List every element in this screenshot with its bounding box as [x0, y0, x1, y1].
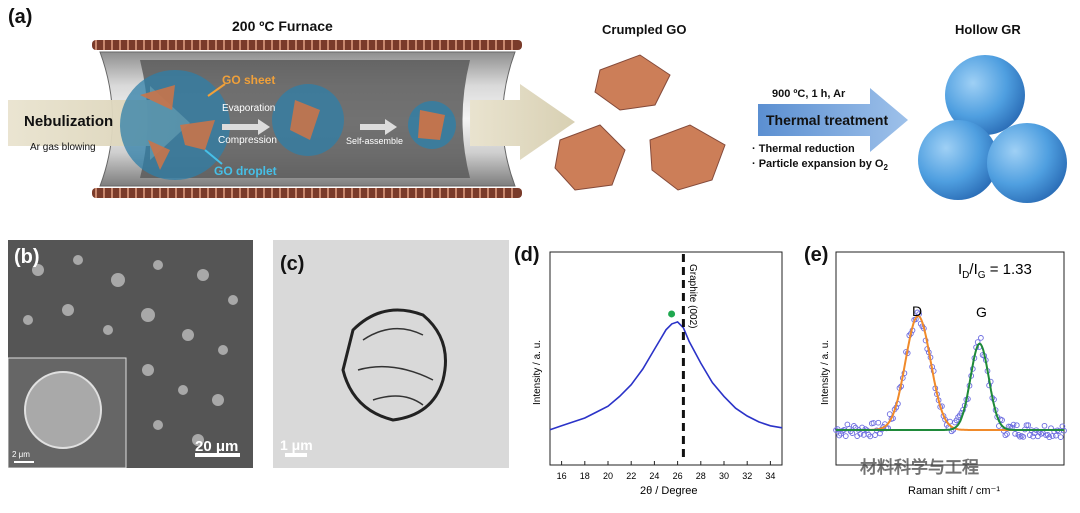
xrd-x-tick-label: 16	[557, 471, 567, 481]
raman-data-point	[875, 419, 882, 426]
xrd-x-tick-label: 24	[649, 471, 659, 481]
xrd-peak-label: Graphite (002)	[687, 264, 698, 328]
xrd-x-tick-label: 26	[673, 471, 683, 481]
raman-data-point	[914, 309, 921, 316]
panel-e-label: (e)	[804, 244, 829, 266]
panel-d-label: (d)	[514, 244, 540, 266]
raman-data-point	[1002, 432, 1009, 439]
ratio-sub-d: D	[962, 270, 969, 281]
raman-data-point	[842, 433, 849, 439]
xrd-y-axis-label: Intensity / a. u.	[532, 340, 543, 405]
raman-data-point	[857, 430, 864, 437]
raman-fit-g-curve	[836, 342, 1064, 431]
sem-scale-bar-main	[195, 453, 240, 457]
raman-data-point	[1025, 422, 1032, 428]
raman-data-point	[1023, 422, 1030, 429]
raman-data-point	[836, 432, 843, 439]
ratio-value: = 1.33	[986, 261, 1032, 278]
raman-data-point	[1041, 422, 1048, 429]
ratio-mid: /I	[969, 261, 977, 278]
process-arrow-beige	[470, 84, 575, 160]
raman-data-points	[833, 309, 1067, 441]
raman-data-point	[1053, 432, 1059, 439]
o2-subscript: 2	[883, 163, 888, 173]
xrd-plot-frame	[549, 251, 783, 466]
raman-chart: D G ID/IG = 1.33 Intensity / a. u. Raman…	[820, 251, 1067, 497]
xrd-x-tick-label: 30	[719, 471, 729, 481]
raman-data-point	[978, 335, 984, 341]
thermal-arrow	[758, 88, 908, 152]
sem-scale-main: 20 μm	[195, 438, 239, 455]
raman-peak-d-label: D	[912, 303, 922, 319]
raman-y-axis-label: Intensity / a. u.	[820, 340, 831, 405]
ratio-sub-g: G	[978, 270, 986, 281]
sem-texture	[8, 240, 253, 468]
panel-b-label: (b)	[14, 246, 40, 268]
raman-data-point	[1013, 422, 1020, 429]
raman-data-point	[851, 423, 857, 429]
xrd-x-tick-label: 20	[603, 471, 613, 481]
xrd-x-tick-label: 18	[580, 471, 590, 481]
xrd-x-tick-label: 22	[626, 471, 636, 481]
sem-scale-inset: 2 μm	[12, 450, 30, 459]
raman-data-point	[886, 411, 893, 417]
conditions-label: 900 ºC, 1 h, Ar	[772, 88, 846, 100]
raman-data-point	[1004, 431, 1010, 437]
hollow-gr-spheres	[918, 55, 1067, 203]
xrd-chart: 16 18 20 22 24 26 28 30 32 34 Graphite (002) Inte…	[532, 251, 783, 497]
go-droplet-label: GO droplet	[214, 164, 277, 178]
schematic-graphics	[8, 40, 1067, 203]
tem-image	[273, 240, 509, 468]
self-assemble-label: Self-assemble	[346, 136, 404, 146]
raman-data-point	[1026, 432, 1033, 438]
watermark: 材料科学与工程	[860, 458, 979, 477]
thermal-reduction-note: · Thermal reduction	[752, 143, 855, 155]
xrd-x-axis-label: 2θ / Degree	[640, 485, 697, 497]
evaporation-label: Evaporation	[222, 103, 276, 114]
tem-texture	[273, 240, 509, 468]
particle-expansion-text: · Particle expansion by O	[752, 158, 884, 170]
compression-label: Compression	[218, 135, 277, 146]
tem-scale-bar	[285, 453, 307, 457]
raman-data-point	[847, 428, 854, 435]
xrd-series-line	[549, 320, 783, 431]
raman-data-point	[953, 417, 960, 424]
tem-scale-label: 1 μm	[280, 437, 313, 453]
raman-x-axis-label: Raman shift / cm⁻¹	[908, 485, 1000, 497]
raman-ratio: ID/IG = 1.33	[958, 261, 1032, 281]
furnace-coils-bottom	[92, 188, 522, 198]
raman-data-point	[1057, 434, 1064, 440]
raman-data-point	[865, 431, 872, 438]
raman-data-point	[1020, 434, 1027, 440]
xrd-x-tick-label: 28	[696, 471, 706, 481]
thermal-treatment-label: Thermal treatment	[766, 112, 889, 128]
particle-expansion-note: · Particle expansion by O2	[752, 158, 888, 172]
hollow-gr-title: Hollow GR	[955, 22, 1021, 37]
panel-a-label: (a)	[8, 6, 33, 28]
furnace-coils-top	[92, 40, 522, 50]
xrd-x-tick-label: 34	[765, 471, 775, 481]
raman-peak-g-label: G	[976, 304, 987, 320]
xrd-x-ticks: 16 18 20 22 24 26 28 30 32 34	[557, 461, 775, 481]
raman-plot-frame	[835, 251, 1065, 466]
sem-scale-bar-inset	[14, 461, 34, 463]
nebulization-label: Nebulization	[24, 113, 114, 130]
raman-data-point	[1010, 421, 1017, 428]
raman-data-point	[1046, 434, 1053, 441]
panel-c-label: (c)	[280, 253, 305, 275]
raman-data-point	[872, 432, 878, 438]
ar-gas-label: Ar gas blowing	[30, 142, 96, 153]
go-sheet-label: GO sheet	[222, 73, 276, 87]
crumpled-go-particles	[554, 54, 726, 191]
sem-image	[8, 240, 253, 468]
raman-fit-d-curve	[836, 314, 1064, 431]
ratio-i1: I	[958, 261, 962, 278]
xrd-peak-marker	[668, 310, 676, 318]
raman-data-point	[1012, 430, 1018, 437]
xrd-x-tick-label: 32	[742, 471, 752, 481]
raman-data-point	[838, 430, 844, 437]
furnace-title: 200 ºC Furnace	[232, 18, 333, 34]
crumpled-go-title: Crumpled GO	[602, 22, 687, 37]
